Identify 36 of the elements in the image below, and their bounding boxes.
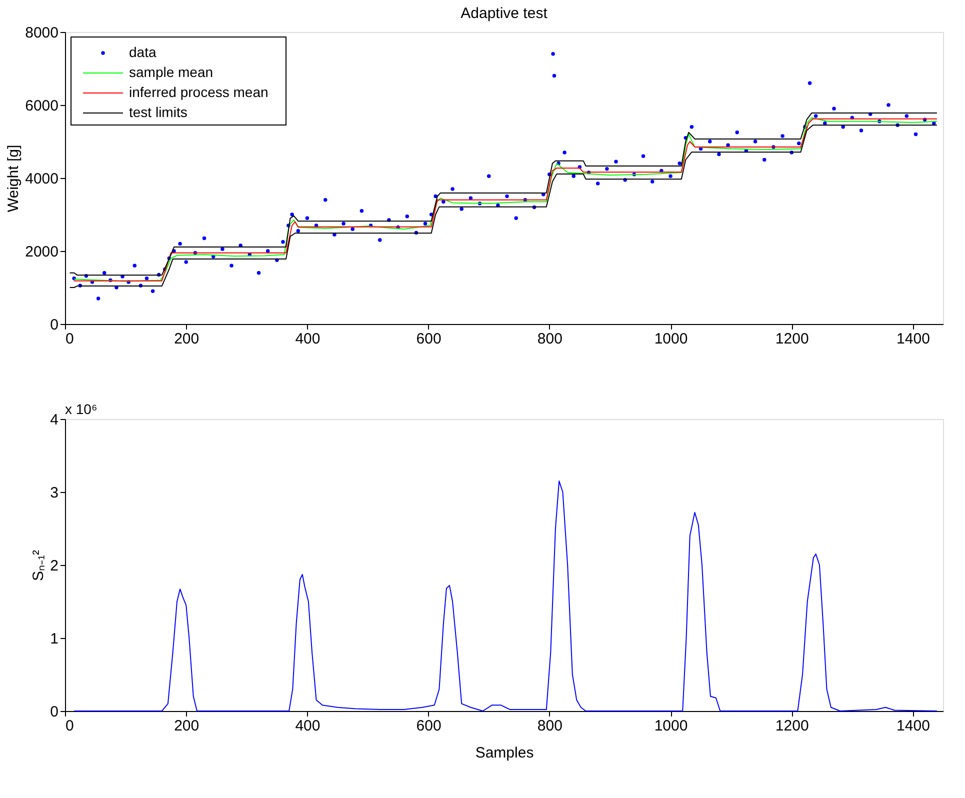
- x-tick-label: 0: [66, 330, 74, 348]
- x-tick-label: 1200: [775, 330, 809, 348]
- y-tick-label: 4000: [25, 170, 58, 188]
- x-tick-label: 800: [537, 718, 562, 734]
- y-tick-label: 0: [50, 316, 58, 334]
- y-axis-title: Weight [g]: [5, 144, 22, 212]
- x-tick-label: 1000: [654, 718, 688, 734]
- y-tick-label: 2: [50, 558, 58, 574]
- x-tick-label: 400: [295, 330, 320, 348]
- legend-label: sample mean: [129, 64, 214, 80]
- y-tick-label: 6000: [25, 98, 58, 114]
- x-tick-label: 0: [66, 718, 74, 734]
- x-tick-label: 400: [295, 718, 320, 734]
- x-tick-label: 1200: [775, 718, 809, 734]
- legend-label: inferred process mean: [129, 84, 268, 100]
- x-tick-label: 1000: [654, 330, 688, 348]
- y-tick-label: 0: [50, 704, 58, 720]
- x-tick-label: 600: [416, 330, 442, 348]
- y-tick-label: 2000: [25, 244, 58, 260]
- y-axis-title: Sₙ₋₁²: [30, 550, 48, 582]
- y-tick-label: 4: [50, 412, 58, 428]
- y-tick-label: 1: [50, 630, 58, 648]
- text: x 10⁶: [65, 401, 98, 417]
- x-tick-label: 200: [174, 330, 200, 348]
- legend-label: data: [129, 44, 156, 60]
- x-tick-label: 600: [416, 718, 442, 734]
- x-tick-label: 200: [174, 718, 200, 734]
- x-axis-title: Samples: [475, 744, 534, 762]
- y-tick-label: 8000: [25, 24, 58, 42]
- line-series: [74, 480, 938, 712]
- chart-title: Adaptive test: [460, 5, 548, 22]
- legend-label: test limits: [129, 104, 188, 120]
- x-tick-label: 1400: [896, 718, 930, 734]
- y-tick-label: 3: [50, 484, 58, 502]
- x-tick-label: 800: [537, 330, 562, 348]
- x-tick-label: 1400: [896, 330, 930, 348]
